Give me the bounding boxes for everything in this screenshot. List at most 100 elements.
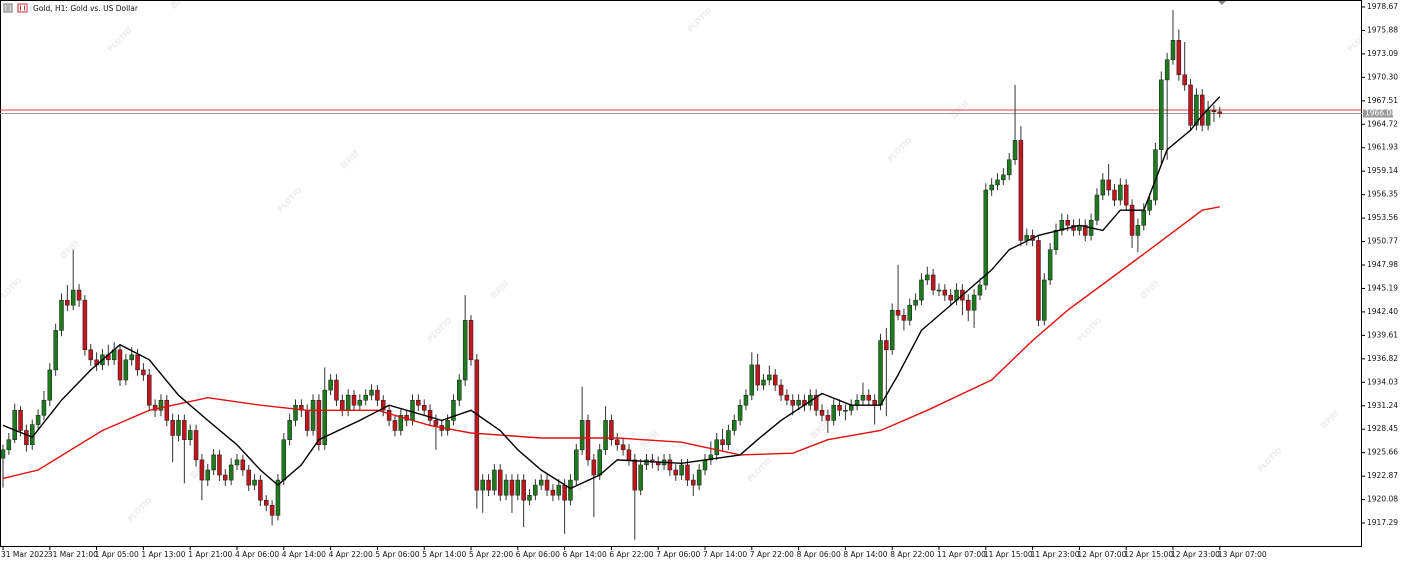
candle-body (849, 404, 854, 411)
candle-body (1188, 84, 1193, 126)
candle-body (977, 284, 983, 296)
watermark-brand: PLOTIO (426, 316, 454, 344)
candle-body (767, 374, 772, 381)
candle-body (895, 309, 901, 316)
candle-body (889, 309, 895, 351)
watermark-chinese: 百利好 (1138, 277, 1161, 300)
candle-body (691, 479, 696, 486)
candle-body (334, 379, 339, 401)
plot-area (0, 10, 1362, 540)
candle-body (1135, 225, 1141, 236)
candle-body (591, 459, 597, 476)
candle-body (878, 340, 883, 406)
candle-body (1094, 194, 1100, 221)
candle-body (790, 399, 795, 406)
candle-body (164, 399, 170, 421)
candle-body (59, 299, 64, 331)
candle-body (468, 320, 474, 361)
candle-body (211, 454, 216, 471)
candle-body (199, 459, 205, 481)
candle-body (381, 399, 386, 411)
candle-body (743, 394, 749, 406)
candle-body (1112, 189, 1117, 201)
candle-body (603, 420, 608, 451)
candle-body (147, 374, 152, 406)
candle-body (702, 459, 708, 471)
candle-body (53, 330, 58, 371)
candle-body (65, 299, 70, 306)
y-tick-label: 1956.35 (1367, 190, 1398, 199)
candle-body (12, 410, 17, 440)
candle-body (345, 394, 351, 411)
y-tick-label: 1975.88 (1367, 25, 1398, 34)
candle-body (170, 420, 175, 436)
candle-body (35, 415, 41, 425)
y-tick-label: 1961.93 (1367, 143, 1398, 152)
candle-body (1053, 230, 1059, 250)
candle-body (907, 304, 912, 321)
candle-body (129, 354, 134, 361)
candle-body (240, 459, 246, 471)
candle-body (6, 439, 12, 451)
candle-body (796, 399, 801, 406)
watermark-brand: PLOTIO (1256, 446, 1284, 474)
y-tick-label: 1934.03 (1367, 377, 1398, 386)
candle-body (936, 289, 942, 292)
candle-body (626, 449, 632, 461)
candle-body (187, 430, 193, 440)
candle-body (246, 469, 251, 486)
candle-body (1100, 179, 1106, 196)
watermark-chinese: 百利好 (1318, 407, 1341, 430)
x-tick-label: 11 Apr 15:00 (984, 550, 1033, 559)
candle-body (480, 479, 485, 491)
watermarks: PLOTIO 百利好 PLOTIO 百利好 PLOTIO 百利好 PLOTIO 百利好 PLOT… (0, 0, 1374, 524)
y-tick-label: 1970.30 (1367, 72, 1398, 81)
candle-body (1147, 199, 1152, 211)
candle-body (217, 454, 222, 476)
candle-body (1042, 279, 1047, 321)
x-tick-label: 7 Apr 22:00 (750, 550, 794, 559)
candle-body (152, 404, 158, 411)
y-tick-label: 1939.61 (1367, 330, 1398, 339)
moving-average-line (2, 206, 1220, 480)
x-tick-label: 4 Apr 06:00 (235, 550, 279, 559)
candle-body (1182, 74, 1187, 86)
candle-body (304, 410, 310, 431)
y-tick-label: 1950.77 (1367, 237, 1398, 246)
candle-body (1118, 184, 1123, 201)
candle-body (223, 474, 228, 481)
candle-body (837, 404, 842, 411)
x-tick-label: 1 Apr 05:00 (95, 550, 139, 559)
x-tick-label: 11 Apr 23:00 (1031, 550, 1080, 559)
candle-body (772, 374, 778, 386)
candle-body (1200, 94, 1205, 126)
candle-body (421, 404, 427, 411)
chart-title: Gold, H1: Gold vs. US Dollar (33, 4, 139, 13)
candle-body (568, 479, 573, 501)
candle-body (386, 410, 392, 421)
x-tick-label: 12 Apr 23:00 (1171, 550, 1220, 559)
candle-body (1159, 79, 1164, 150)
candle-body (70, 289, 76, 306)
candle-body (363, 394, 368, 401)
x-tick-label: 12 Apr 15:00 (1124, 550, 1173, 559)
plot-frame (0, 0, 1362, 547)
x-tick-label: 6 Apr 22:00 (609, 550, 653, 559)
candle-body (1047, 249, 1053, 281)
candle-body (538, 479, 544, 486)
candle-body (1211, 109, 1217, 113)
chart-icon[interactable] (17, 3, 28, 13)
candle-body (726, 430, 731, 446)
candle-body (696, 469, 702, 486)
y-tick-label: 1920.08 (1367, 495, 1398, 504)
y-tick-label: 1967.51 (1367, 96, 1398, 105)
candle-body (1083, 225, 1088, 236)
candle-body (825, 415, 831, 421)
x-tick-label: 12 Apr 07:00 (1077, 550, 1126, 559)
price-label-box (1363, 109, 1393, 118)
candle-body (521, 479, 526, 501)
candle-body (182, 420, 187, 440)
watermark-brand: PLOTIO (106, 26, 134, 54)
candle-body (574, 449, 579, 481)
